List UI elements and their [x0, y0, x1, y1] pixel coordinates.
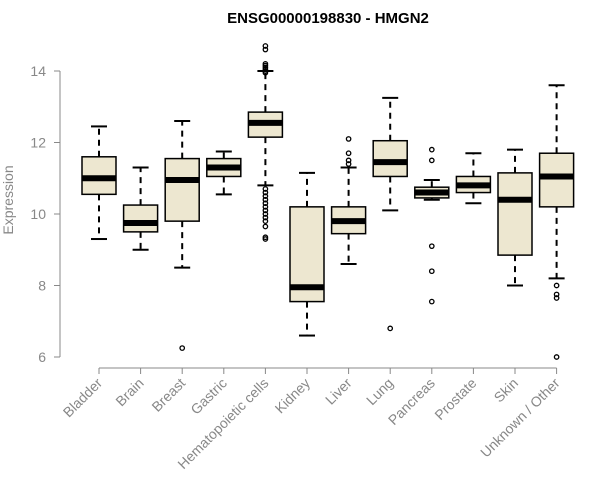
box-iqr	[538, 152, 575, 208]
outlier-point	[428, 243, 435, 250]
box-pancreas	[414, 146, 450, 305]
box-brain	[122, 166, 159, 251]
outlier-point	[262, 211, 269, 217]
outlier-point	[428, 298, 435, 305]
outlier-point	[262, 200, 269, 207]
x-tick-label: Kidney	[272, 375, 314, 417]
outlier-point	[428, 157, 435, 164]
y-tick-label: 8	[38, 278, 46, 294]
box-prostate	[455, 152, 492, 205]
outlier-point	[262, 218, 269, 224]
outlier-point	[262, 46, 269, 53]
box-hematopoietic-cells	[247, 43, 284, 242]
outlier-point	[262, 204, 269, 210]
y-tick-label: 10	[30, 206, 46, 222]
box-kidney	[289, 171, 325, 337]
outlier-point	[387, 325, 394, 332]
outlier-point	[179, 345, 186, 351]
outlier-point	[553, 282, 560, 289]
box-iqr	[372, 139, 408, 178]
box-liver	[330, 136, 367, 266]
outlier-point	[262, 196, 269, 203]
chart-title: ENSG00000198830 - HMGN2	[227, 10, 429, 27]
outlier-point	[345, 150, 352, 157]
outlier-point	[262, 189, 269, 196]
outlier-point	[553, 354, 560, 360]
x-tick-label: Lung	[363, 375, 396, 408]
outlier-point	[428, 146, 435, 153]
outlier-point	[262, 214, 269, 221]
outlier-point	[262, 43, 269, 49]
box-lung	[372, 96, 408, 332]
box-skin	[497, 148, 533, 287]
axes: 6 8 10 12 14	[30, 63, 557, 369]
y-tick-label: 6	[38, 349, 46, 365]
x-tick-label: Brain	[112, 375, 146, 409]
x-tick-label: Unknown / Other	[477, 375, 563, 461]
x-tick-label: Liver	[322, 375, 355, 408]
outlier-point	[262, 186, 269, 192]
box-breast	[164, 120, 200, 351]
outlier-point	[553, 291, 560, 298]
outlier-point	[262, 207, 269, 214]
y-tick-label: 12	[30, 135, 46, 151]
x-tick-label: Skin	[491, 375, 522, 406]
y-axis-label: Expression	[0, 165, 16, 234]
x-tick-label: Bladder	[60, 375, 106, 421]
outlier-point	[345, 157, 352, 164]
outlier-point	[262, 223, 269, 230]
outlier-point	[553, 295, 560, 301]
outlier-point	[345, 161, 352, 167]
box-iqr	[497, 172, 533, 256]
box-iqr	[164, 157, 200, 222]
box-iqr	[122, 204, 159, 233]
outlier-point	[262, 69, 269, 76]
x-tick-label: Breast	[148, 375, 188, 415]
x-tick-label: Prostate	[431, 375, 479, 423]
boxes	[81, 43, 575, 360]
box-unknown-other	[538, 84, 575, 360]
outlier-point	[262, 236, 269, 242]
outlier-point	[345, 136, 352, 142]
y-tick-label: 14	[30, 63, 46, 79]
outlier-point	[262, 193, 269, 199]
box-bladder	[81, 125, 117, 241]
box-gastric	[206, 150, 242, 196]
outlier-point	[428, 268, 435, 275]
